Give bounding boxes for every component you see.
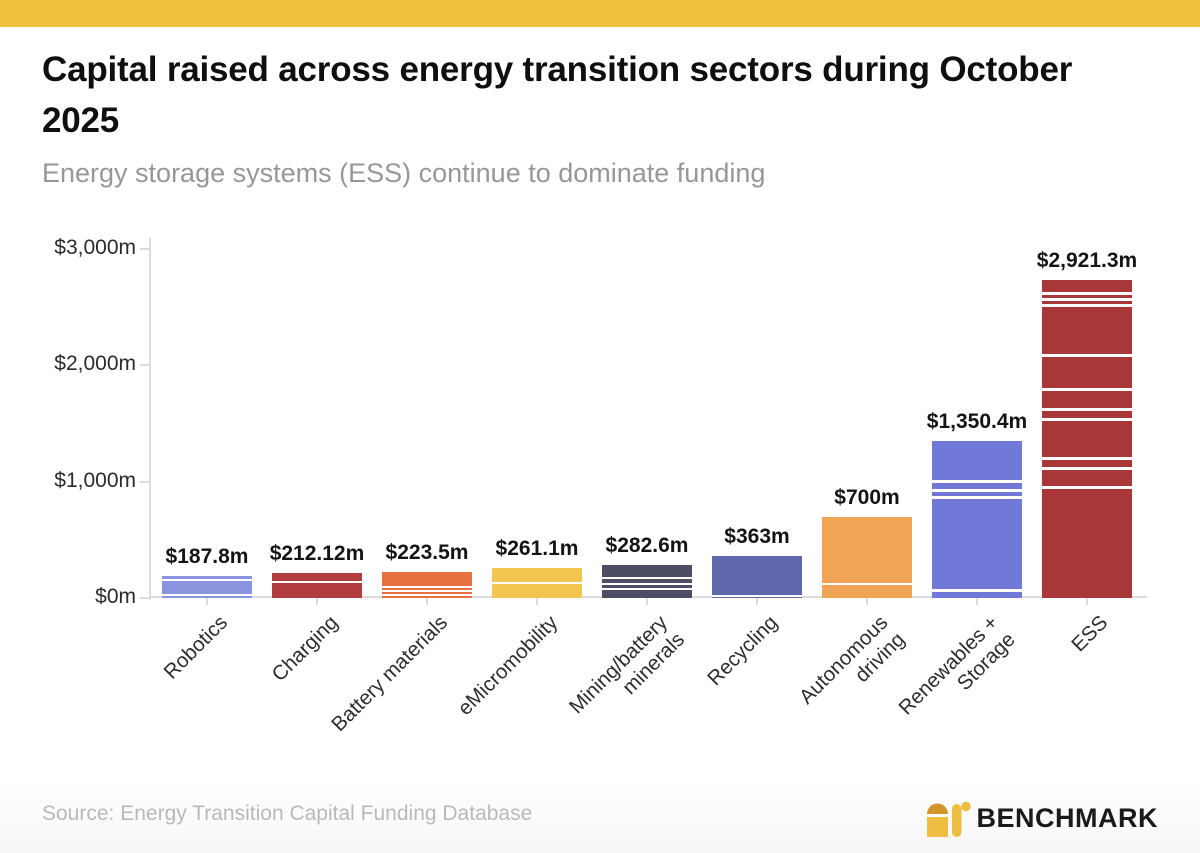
bar-value-label: $282.6m xyxy=(605,534,689,558)
bar xyxy=(822,516,912,598)
bar-segment xyxy=(382,591,472,594)
bar-value-label: $1,350.4m xyxy=(926,409,1028,433)
bar-segment xyxy=(382,587,472,590)
y-axis-label: $2,000m xyxy=(54,352,136,376)
x-axis-tick xyxy=(1086,598,1088,605)
bar-value-label: $363m xyxy=(724,524,790,548)
bar-segment xyxy=(602,584,692,589)
y-axis-tick xyxy=(140,364,149,367)
bar xyxy=(1042,280,1132,598)
bar-slot: $187.8m xyxy=(152,249,262,598)
bar-segment xyxy=(1042,295,1132,298)
bar-segment xyxy=(1042,280,1132,293)
x-axis-tick xyxy=(976,598,978,605)
y-axis-label: $3,000m xyxy=(54,236,136,259)
category-label-text: Recycling xyxy=(703,611,783,691)
bar xyxy=(162,576,252,598)
top-accent-banner xyxy=(0,0,1200,27)
bar xyxy=(712,555,802,598)
bar-segment xyxy=(1042,356,1132,388)
bar xyxy=(272,573,362,598)
bar-segment xyxy=(822,585,912,598)
bar-segment xyxy=(932,491,1022,497)
bar-segment xyxy=(712,596,802,598)
bar-slot: $223.5m xyxy=(372,249,482,598)
bar-segment xyxy=(1042,420,1132,458)
bar-segment xyxy=(162,576,252,580)
bar-segment xyxy=(162,581,252,594)
bar-segment xyxy=(602,565,692,578)
page-subtitle: Energy storage systems (ESS) continue to… xyxy=(42,158,766,188)
bar-segment xyxy=(492,567,582,583)
x-axis-tick xyxy=(866,598,868,605)
category-label-text: ESS xyxy=(1066,611,1113,657)
bar-slot: $282.6m xyxy=(592,249,702,598)
x-axis-tick xyxy=(426,598,428,605)
bar-segment xyxy=(1042,300,1132,304)
bar-slot: $700m xyxy=(812,249,922,598)
bar-value-label: $187.8m xyxy=(165,545,249,569)
bar-slot: $363m xyxy=(702,249,812,598)
bar-segment xyxy=(932,483,1022,489)
x-axis-tick xyxy=(646,598,648,605)
category-label-text: Autonomous driving xyxy=(794,611,910,709)
bar-segment xyxy=(1042,460,1132,467)
y-axis-tick xyxy=(140,480,149,483)
bar-value-label: $212.12m xyxy=(269,542,365,566)
bar-segment xyxy=(1042,488,1132,598)
bar-segment xyxy=(1042,390,1132,408)
benchmark-wordmark: BENCHMARK xyxy=(976,803,1158,833)
bar-segment xyxy=(932,499,1022,590)
bar-segment xyxy=(1042,469,1132,486)
bar-segment xyxy=(382,595,472,598)
x-axis-tick xyxy=(206,598,208,605)
bar xyxy=(492,567,582,598)
bar-segment xyxy=(602,590,692,598)
x-axis-tick xyxy=(536,598,538,605)
bar xyxy=(602,565,692,598)
benchmark-logo: BENCHMARK xyxy=(925,793,1159,844)
bar-segment xyxy=(382,572,472,586)
footer-strip xyxy=(0,778,1200,853)
bar-segment xyxy=(272,583,362,598)
category-label-text: Robotics xyxy=(159,611,233,684)
bar xyxy=(932,440,1022,598)
page-title: Capital raised across energy transition … xyxy=(42,50,1073,141)
plot-area: $187.8m $212.12m $223.5m $261.1m $282.6m $363… xyxy=(152,249,1142,598)
bar xyxy=(382,572,472,598)
category-label-text: Battery materials xyxy=(327,611,453,737)
benchmark-logo-icon xyxy=(925,793,971,844)
bar-segment xyxy=(492,584,582,598)
bar-segment xyxy=(712,555,802,595)
bar-segment xyxy=(932,592,1022,598)
source-text: Source: Energy Transition Capital Fundin… xyxy=(42,802,533,825)
bar-slot: $1,350.4m xyxy=(922,249,1032,598)
bar-value-label: $223.5m xyxy=(385,541,469,564)
bar-segment xyxy=(272,573,362,582)
bar-value-label: $261.1m xyxy=(495,536,579,560)
category-label-text: Renewables + Storage xyxy=(893,611,1020,720)
x-axis-tick xyxy=(756,598,758,605)
y-axis-tick xyxy=(140,597,149,599)
y-axis-tick xyxy=(140,248,149,250)
category-label-text: Mining/battery minerals xyxy=(564,611,690,719)
y-axis-label: $1,000m xyxy=(54,468,136,492)
bar-value-label: $2,921.3m xyxy=(1036,249,1138,272)
bar-segment xyxy=(932,440,1022,481)
bar-segment xyxy=(602,579,692,583)
bar-segment xyxy=(822,516,912,584)
category-label-text: Charging xyxy=(267,611,343,687)
bar-segment xyxy=(1042,410,1132,418)
bar-slot: $261.1m xyxy=(482,249,592,598)
x-axis-tick xyxy=(316,598,318,605)
bar-segment xyxy=(1042,306,1132,354)
category-label-text: eMicromobility xyxy=(453,611,563,720)
bar-value-label: $700m xyxy=(834,485,900,509)
bar-slot: $212.12m xyxy=(262,249,372,598)
y-axis-label: $0m xyxy=(95,585,136,608)
bar-segment xyxy=(162,595,252,598)
y-axis-line xyxy=(149,238,151,600)
bar-slot: $2,921.3m xyxy=(1032,249,1142,598)
